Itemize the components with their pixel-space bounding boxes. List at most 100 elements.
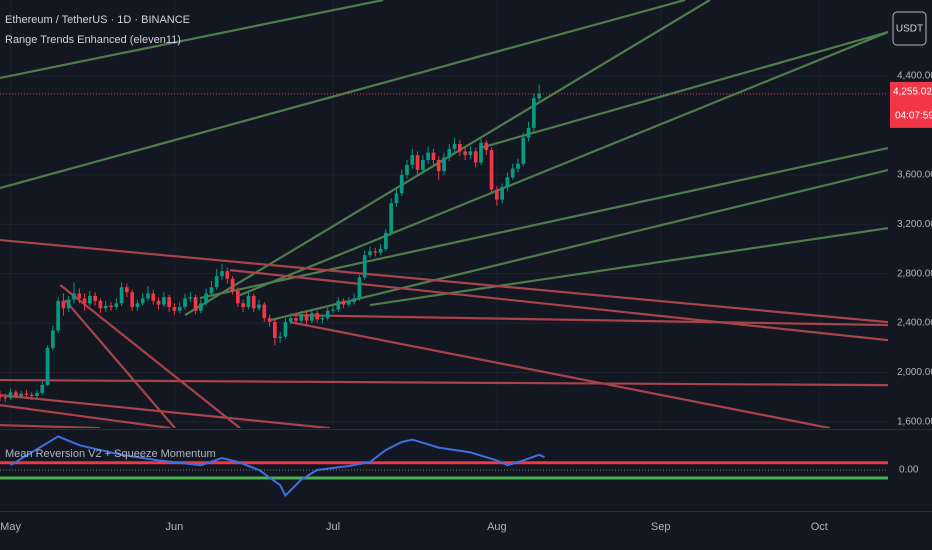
y-tick-label: 2,000.00	[897, 367, 932, 378]
currency-button-label[interactable]: USDT	[896, 24, 923, 35]
overlay: Ethereum / TetherUS · 1D · BINANCE Range…	[0, 11, 932, 533]
candle-body	[336, 300, 341, 310]
candle-body	[479, 142, 483, 163]
candle-body	[278, 336, 282, 338]
candle-body	[167, 297, 171, 308]
candle-body	[24, 393, 29, 395]
x-tick-label: Aug	[487, 521, 507, 533]
y-tick-label: 4,400.00	[897, 71, 932, 82]
candle-body	[442, 157, 446, 172]
trend-line	[479, 30, 888, 150]
candle-body	[373, 251, 378, 253]
candle-body	[130, 292, 134, 308]
candle-body	[214, 276, 219, 288]
candle-body	[405, 164, 409, 175]
candle-body	[532, 98, 536, 128]
candle-body	[88, 295, 92, 304]
trend-line	[229, 269, 888, 342]
indicator-title: Range Trends Enhanced (eleven11)	[5, 34, 181, 46]
candle-body	[421, 160, 425, 170]
y-tick-label: 3,200.00	[897, 219, 932, 230]
candle-body	[56, 300, 60, 331]
candle-body	[0, 395, 2, 398]
candle-body	[537, 93, 541, 99]
candle-body	[14, 392, 18, 396]
candle-body	[109, 305, 113, 308]
candle-body	[320, 318, 325, 320]
candle-body	[384, 232, 388, 249]
candle-body	[362, 255, 367, 278]
candle-body	[93, 295, 97, 301]
y-tick-label: 1,600.00	[897, 417, 932, 428]
price-tag-label: 4,255.02	[893, 87, 932, 98]
x-tick-label: Sep	[651, 521, 671, 533]
candle-body	[347, 302, 351, 305]
candle-body	[241, 303, 245, 308]
candle-body	[193, 297, 198, 311]
candle-body	[98, 300, 103, 309]
candle-body	[505, 177, 510, 188]
y-tick-label: 2,800.00	[897, 268, 932, 279]
x-tick-label: May	[0, 521, 21, 533]
candle-body	[352, 298, 356, 303]
candle-body	[114, 303, 119, 308]
candle-body	[66, 299, 71, 309]
trend-line	[0, 404, 171, 428]
candle-body	[288, 318, 293, 322]
candle-body	[220, 271, 224, 277]
candle-body	[45, 347, 50, 385]
candle-body	[19, 393, 23, 396]
currency-button[interactable]	[892, 11, 927, 46]
y-tick-label: 2,400.00	[897, 318, 932, 329]
candle-body	[77, 293, 82, 299]
oscillator-line	[10, 435, 545, 498]
y-tick-label: 0.00	[899, 465, 919, 476]
candle-body	[431, 152, 436, 161]
candle-body	[225, 271, 230, 279]
candle-body	[468, 151, 473, 156]
x-tick-label: Jun	[166, 521, 184, 533]
candle-body	[299, 314, 304, 321]
candle-body	[199, 303, 203, 311]
candle-body	[162, 297, 166, 305]
candle-body	[35, 392, 39, 396]
candle-body	[29, 394, 34, 396]
candle-body	[378, 248, 383, 253]
candle-body	[119, 287, 124, 304]
candle-body	[257, 304, 261, 309]
candle-body	[51, 330, 55, 348]
candle-body	[389, 203, 393, 233]
price-pane	[0, 0, 888, 428]
candle-body	[188, 297, 193, 299]
candle-body	[61, 300, 66, 309]
trend-line	[0, 0, 384, 80]
trend-line	[0, 424, 100, 428]
candle-body	[246, 295, 251, 308]
trend-line	[0, 394, 330, 428]
candle-body	[410, 155, 415, 165]
candle-body	[209, 287, 214, 294]
trend-line	[0, 378, 888, 387]
candle-body	[516, 163, 520, 169]
candle-body	[489, 150, 494, 190]
trend-line	[59, 284, 241, 428]
candle-body	[368, 251, 372, 256]
candle-body	[72, 293, 76, 300]
candle-body	[495, 189, 499, 200]
candle-body	[125, 287, 129, 293]
candle-body	[310, 313, 314, 321]
candle-body	[236, 290, 240, 304]
candle-body	[230, 278, 235, 291]
candle-body	[82, 298, 87, 304]
oscillator-title: Mean Reversion V2 + Squeeze Momentum	[5, 448, 216, 460]
candle-body	[251, 295, 256, 309]
candle-body	[40, 384, 45, 393]
candle-body	[447, 148, 452, 158]
trend-line	[369, 226, 888, 307]
candle-body	[3, 397, 8, 399]
candle-body	[151, 293, 156, 301]
y-tick-label: 3,600.00	[897, 169, 932, 180]
candle-body	[325, 310, 330, 319]
